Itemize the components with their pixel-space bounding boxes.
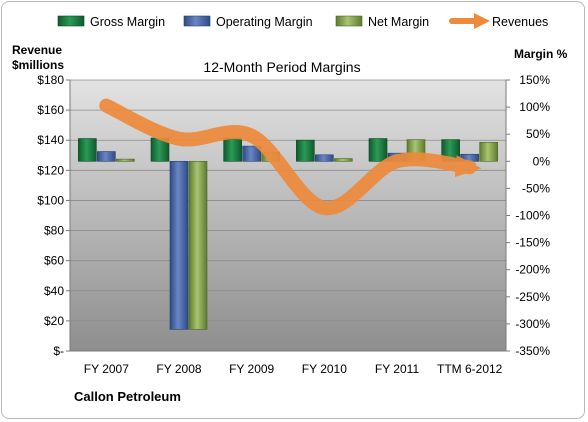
bar-net-margin-fy-2008 <box>188 161 208 330</box>
right-tick-label: 0% <box>533 154 551 168</box>
bar-gross-margin-fy-2007 <box>78 138 97 162</box>
right-tick-label: 150% <box>519 73 550 87</box>
left-tick-label: $40 <box>44 284 64 298</box>
left-tick-label: $180 <box>37 73 64 87</box>
category-label-ttm-6-2012: TTM 6-2012 <box>437 362 503 376</box>
bar-net-margin-fy-2010 <box>334 158 353 162</box>
bar-operating-margin-fy-2007 <box>97 151 116 162</box>
right-axis-title: Margin % <box>514 47 568 61</box>
category-label-fy-2009: FY 2009 <box>229 362 274 376</box>
right-tick-label: 50% <box>526 127 550 141</box>
bar-gross-margin-fy-2010 <box>296 139 315 162</box>
left-tick-label: $20 <box>44 314 64 328</box>
bar-gross-margin-fy-2009 <box>223 137 242 162</box>
bar-operating-margin-fy-2009 <box>242 145 261 162</box>
right-tick-label: -200% <box>515 263 550 277</box>
left-tick-label: $140 <box>37 133 64 147</box>
left-axis-title-line1: Revenue <box>12 43 62 57</box>
bar-operating-margin-fy-2010 <box>315 154 334 162</box>
right-tick-label: -50% <box>522 181 550 195</box>
left-tick-label: $100 <box>37 193 64 207</box>
bar-operating-margin-fy-2008 <box>169 161 189 330</box>
category-label-fy-2007: FY 2007 <box>84 362 129 376</box>
right-tick-label: -250% <box>515 290 550 304</box>
revenue-line-layer <box>99 98 482 215</box>
bar-gross-margin-fy-2011 <box>368 138 388 162</box>
left-tick-label: $160 <box>37 103 64 117</box>
left-axis-title-line2: $millions <box>12 58 64 72</box>
left-tick-label: $120 <box>37 163 64 177</box>
right-tick-label: -300% <box>515 317 550 331</box>
legend-swatch-operating-margin <box>183 15 211 27</box>
bars <box>78 137 498 330</box>
category-label-fy-2008: FY 2008 <box>156 362 201 376</box>
right-axis-ticks: 150% 100% 50% 0% -50% -100% -150% -200% -250% -30… <box>506 73 550 358</box>
right-tick-label: -150% <box>515 236 550 250</box>
gridlines <box>70 79 506 322</box>
revenue-line <box>99 98 482 215</box>
chart-title: 12-Month Period Margins <box>203 59 360 75</box>
legend-label-operating-margin: Operating Margin <box>216 15 313 29</box>
left-axis-ticks: $180 $160 $140 $120 $100 $80 $60 $40 $20 $- <box>37 73 70 358</box>
left-tick-label: $- <box>53 344 64 358</box>
category-labels: FY 2007 FY 2008 FY 2009 FY 2010 FY 2011 TTM 6… <box>84 362 503 376</box>
category-label-fy-2010: FY 2010 <box>302 362 347 376</box>
bar-net-margin-fy-2007 <box>116 158 135 162</box>
company-name: Callon Petroleum <box>74 389 181 404</box>
legend-swatch-gross-margin <box>57 15 85 27</box>
right-tick-label: -350% <box>515 344 550 358</box>
legend-label-net-margin: Net Margin <box>368 15 429 29</box>
legend: Gross Margin Operating Margin Net Margin… <box>57 13 548 29</box>
bar-net-margin-ttm-6-2012 <box>479 142 498 162</box>
right-tick-label: -100% <box>515 209 550 223</box>
legend-swatch-net-margin <box>335 15 363 27</box>
right-tick-label: 100% <box>519 100 550 114</box>
legend-arrow-revenues <box>474 13 490 29</box>
category-label-fy-2011: FY 2011 <box>375 362 420 376</box>
legend-label-gross-margin: Gross Margin <box>90 15 165 29</box>
legend-label-revenues: Revenues <box>492 15 548 29</box>
left-tick-label: $80 <box>44 224 64 238</box>
left-tick-label: $60 <box>44 254 64 268</box>
